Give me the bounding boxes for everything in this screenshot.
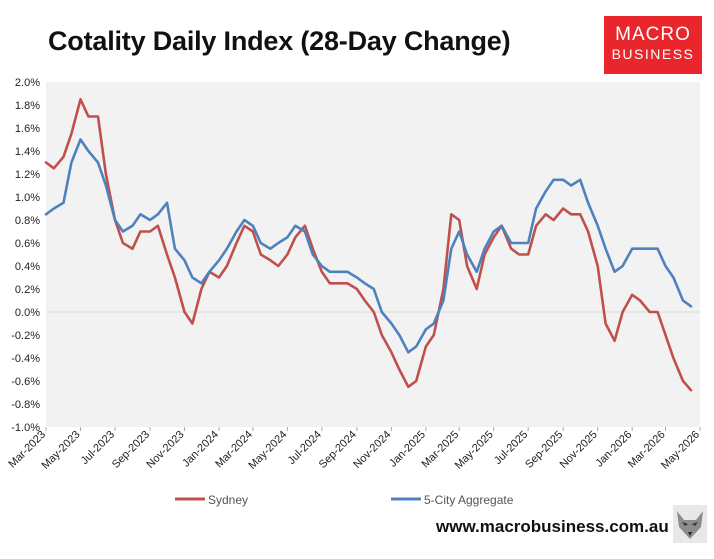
chart-title: Cotality Daily Index (28-Day Change) [48,26,511,56]
x-tick-label: Nov-2023 [144,429,186,471]
logo-line-2: BUSINESS [611,46,695,62]
legend-label-5-city: 5-City Aggregate [424,493,514,507]
fox-logo-icon [673,505,707,543]
plot-area [46,82,700,427]
y-tick-label: 1.0% [15,192,40,204]
series-line-sydney [44,98,693,392]
y-tick-label: 0.0% [15,307,40,319]
y-tick-label: 1.4% [15,146,40,158]
x-tick-label: Nov-2025 [558,429,600,471]
y-tick-label: -1.0% [11,422,40,434]
y-tick-label: 1.6% [15,123,40,135]
logo-line-1: MACRO [615,24,691,45]
y-tick-label: 0.4% [15,261,40,273]
y-tick-label: -0.8% [11,399,40,411]
macro-business-logo: MACRO BUSINESS [604,16,702,74]
y-tick-label: 1.2% [15,169,40,181]
y-tick-label: 1.8% [15,100,40,112]
y-tick-label: -0.2% [11,330,40,342]
series-line-5-city-aggregate [44,138,693,354]
legend-label-sydney: Sydney [208,493,248,507]
y-tick-label: 0.8% [15,215,40,227]
y-tick-label: 0.6% [15,238,40,250]
y-tick-label: -0.6% [11,376,40,388]
y-tick-label: -0.4% [11,353,40,365]
x-tick-label: Nov-2024 [351,429,393,471]
y-tick-label: 0.2% [15,284,40,296]
footer-url: www.macrobusiness.com.au [436,517,669,536]
legend: Sydney 5-City Aggregate [175,493,514,507]
y-tick-label: 2.0% [15,77,40,89]
